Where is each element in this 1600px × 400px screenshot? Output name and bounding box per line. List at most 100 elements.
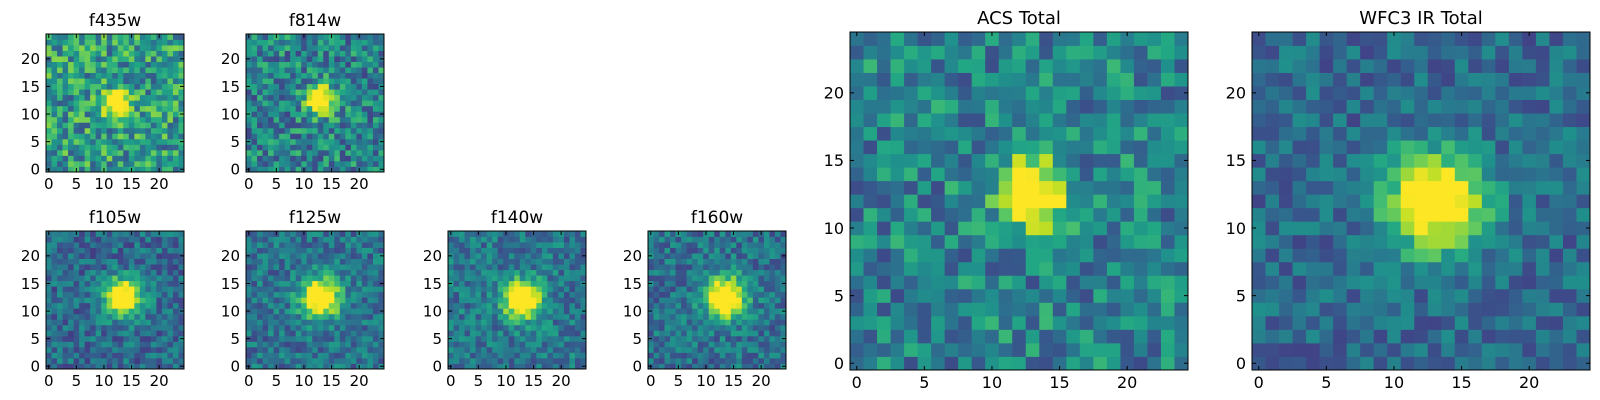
heatmap-cell [890, 153, 905, 168]
heatmap-cell [123, 297, 130, 304]
heatmap-cell [774, 291, 781, 298]
heatmap-cell [372, 313, 379, 320]
heatmap-cell [1012, 180, 1027, 195]
heatmap-cell [971, 288, 986, 303]
heatmap-cell [692, 242, 699, 248]
heatmap-cell [659, 363, 665, 370]
heatmap-cell [290, 330, 297, 337]
heatmap-cell [95, 72, 102, 79]
heatmap-cell [453, 286, 460, 293]
heatmap-cell [459, 313, 465, 320]
heatmap-cell [84, 341, 91, 348]
heatmap-cell [971, 356, 986, 371]
heatmap-cell [106, 105, 113, 112]
heatmap-cell [306, 291, 313, 298]
heatmap-cell [323, 286, 330, 293]
heatmap-cell [769, 297, 776, 304]
heatmap-cell [367, 247, 374, 254]
heatmap-cell [262, 89, 269, 96]
heatmap-cell [306, 352, 313, 359]
heatmap-cell [372, 116, 379, 123]
heatmap-cell [1427, 194, 1442, 209]
heatmap-cell [117, 61, 124, 68]
heatmap-cell [328, 280, 335, 287]
heatmap-cell [62, 83, 69, 90]
heatmap-cell [323, 313, 330, 320]
heatmap-cell [769, 253, 776, 259]
heatmap-cell [317, 127, 324, 134]
heatmap-cell [670, 269, 676, 276]
heatmap-cell [73, 313, 80, 320]
heatmap-cell [51, 160, 58, 167]
heatmap-cell [257, 45, 263, 51]
heatmap-cell [350, 242, 357, 248]
heatmap-cell [106, 269, 113, 276]
heatmap-cell [57, 105, 63, 112]
heatmap-cell [1414, 275, 1429, 290]
heatmap-cell [448, 236, 454, 243]
heatmap-cell [284, 357, 291, 364]
heatmap-cell [492, 253, 499, 259]
heatmap-cell [279, 83, 286, 90]
heatmap-cell [747, 286, 754, 293]
heatmap-cell [1066, 221, 1081, 236]
heatmap-cell [350, 352, 357, 359]
heatmap-cell [1292, 221, 1307, 236]
heatmap-cell [339, 258, 346, 265]
heatmap-cell [145, 286, 152, 293]
heatmap-cell [345, 45, 352, 51]
heatmap-cell [574, 264, 581, 271]
heatmap-cell [1306, 342, 1320, 357]
heatmap-cell [372, 286, 379, 293]
heatmap-cell [758, 308, 765, 315]
heatmap-cell [1106, 315, 1121, 330]
heatmap-cell [769, 302, 776, 309]
heatmap-cell [686, 258, 693, 265]
heatmap-cell [1147, 261, 1162, 276]
heatmap-cell [73, 56, 80, 62]
heatmap-cell [1522, 234, 1537, 249]
heatmap-cell [574, 236, 581, 243]
heatmap-cell [172, 127, 179, 134]
heatmap-cell [257, 56, 263, 62]
x-tick-label: 10 [294, 175, 313, 193]
heatmap-cell [295, 319, 302, 326]
heatmap-cell [46, 127, 52, 134]
heatmap-cell [1052, 275, 1067, 290]
heatmap-cell [890, 32, 905, 46]
heatmap-cell [697, 324, 704, 331]
heatmap-cell [257, 236, 263, 243]
heatmap-cell [1427, 329, 1442, 344]
heatmap-cell [317, 357, 324, 364]
heatmap-cell [697, 269, 704, 276]
panel-title: f105w [89, 208, 141, 228]
heatmap-cell [780, 357, 787, 364]
heatmap-cell [139, 269, 146, 276]
heatmap-cell [279, 127, 286, 134]
heatmap-cell [1535, 180, 1550, 195]
heatmap-cell [178, 50, 185, 57]
heatmap-cell [95, 61, 102, 68]
heatmap-cell [547, 363, 554, 370]
heatmap-cell [378, 236, 385, 243]
heatmap-cell [459, 335, 465, 342]
heatmap-cell [1160, 167, 1175, 182]
heatmap-cell [317, 302, 324, 309]
heatmap-cell [486, 258, 493, 265]
heatmap-cell [334, 280, 341, 287]
heatmap-cell [117, 319, 124, 326]
heatmap-cell [904, 180, 918, 195]
heatmap-cell [156, 149, 163, 156]
heatmap-cell [262, 39, 269, 46]
heatmap-cell [73, 264, 80, 271]
heatmap-cell [323, 297, 330, 304]
heatmap-cell [653, 269, 660, 276]
heatmap-cell [1360, 356, 1375, 371]
heatmap-cell [257, 61, 263, 68]
heatmap-cell [541, 253, 548, 259]
heatmap-cell [1066, 207, 1081, 222]
heatmap-cell [161, 50, 168, 57]
heatmap-cell [747, 297, 754, 304]
heatmap-cell [323, 61, 330, 68]
heatmap-cell [692, 302, 699, 309]
